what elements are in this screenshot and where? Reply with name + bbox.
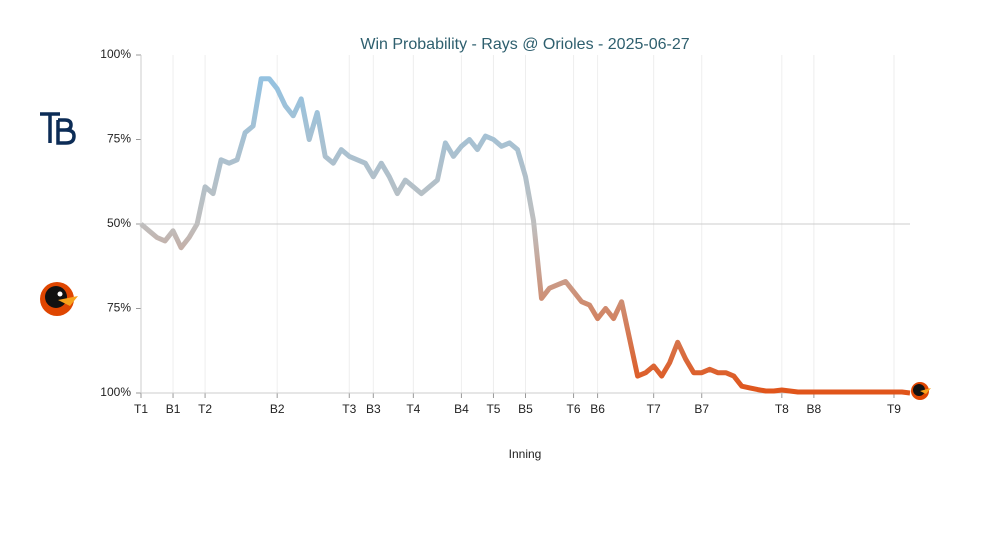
end-logo-beak [920,388,931,394]
x-tick-label: B6 [590,402,605,416]
end-logo-head [913,384,925,396]
x-tick-label: T4 [406,402,420,416]
end-logo [911,382,931,400]
x-axis-label: Inning [509,447,542,461]
x-tick-label: B5 [518,402,533,416]
x-tick-label: B4 [454,402,469,416]
x-tick-label: T3 [342,402,356,416]
x-tick-label: T7 [647,402,661,416]
x-tick-label: T5 [486,402,500,416]
y-tick-label: 100% [100,47,131,61]
x-tick-label: B1 [166,402,181,416]
x-tick-label: T6 [567,402,581,416]
orioles-logo [40,282,78,316]
x-tick-label: B3 [366,402,381,416]
y-tick-label: 75% [107,301,131,315]
y-tick-label: 100% [100,385,131,399]
rays-logo [40,112,76,145]
y-tick-label: 50% [107,216,131,230]
chart-title: Win Probability - Rays @ Orioles - 2025-… [360,36,689,53]
y-tick-label: 75% [107,132,131,146]
x-tick-label: T9 [887,402,901,416]
x-tick-label: T1 [134,402,148,416]
x-tick-label: B7 [694,402,709,416]
x-tick-label: B2 [270,402,285,416]
x-tick-label: T2 [198,402,212,416]
x-tick-label: T8 [775,402,789,416]
x-tick-label: B8 [807,402,822,416]
win-probability-line [139,76,911,396]
